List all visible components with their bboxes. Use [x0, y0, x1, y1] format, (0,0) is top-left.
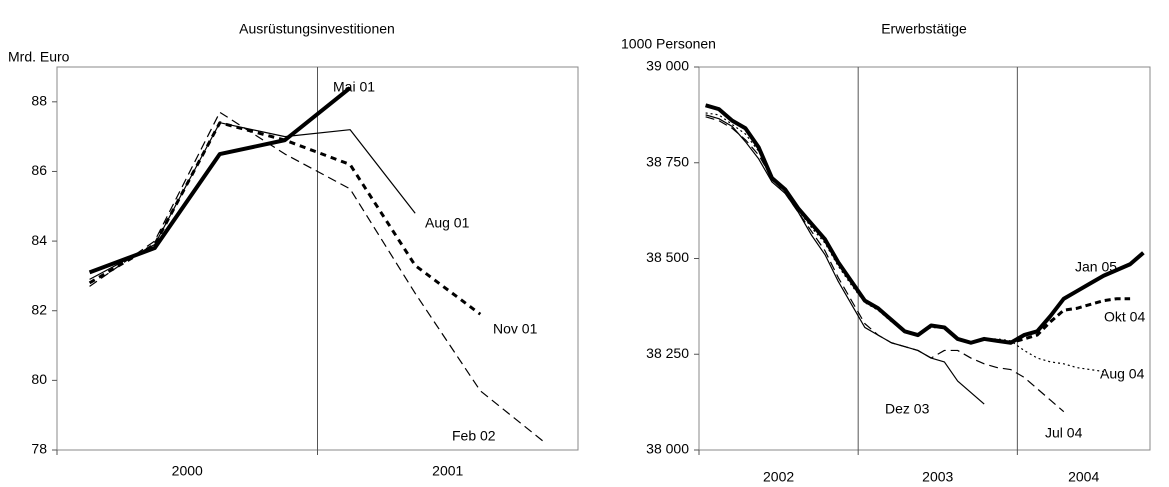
y-axis-label: 1000 Personen	[621, 36, 716, 52]
series-line	[89, 122, 416, 280]
y-tick-label: 38 000	[646, 441, 689, 457]
series-label: Nov 01	[493, 321, 538, 337]
y-tick-label: 86	[31, 162, 47, 178]
y-axis-label: Mrd. Euro	[8, 49, 70, 65]
series-label: Aug 04	[1100, 366, 1145, 382]
x-group-label: 2002	[763, 469, 794, 485]
y-tick-label: 82	[31, 301, 47, 317]
y-tick-label: 39 000	[646, 58, 689, 74]
x-group-label: 2003	[922, 469, 953, 485]
y-tick-label: 38 750	[646, 153, 689, 169]
series-line	[88, 121, 482, 316]
series-line	[88, 86, 352, 275]
series-label: Aug 01	[425, 215, 470, 231]
series-line	[705, 103, 1131, 345]
x-group-label: 2001	[432, 463, 463, 479]
series-line	[705, 114, 985, 405]
x-group-label: 2000	[172, 463, 203, 479]
x-group-label: 2004	[1068, 469, 1099, 485]
y-tick-label: 80	[31, 371, 47, 387]
series-line	[705, 116, 1065, 413]
y-tick-label: 38 500	[646, 249, 689, 265]
y-tick-label: 78	[31, 441, 47, 457]
series-label: Jan 05	[1075, 259, 1117, 275]
series-label: Feb 02	[452, 428, 496, 444]
series-label: Okt 04	[1104, 309, 1145, 325]
series-label: Mai 01	[333, 79, 375, 95]
y-tick-label: 84	[31, 232, 47, 248]
y-tick-label: 38 250	[646, 345, 689, 361]
chart-title: Erwerbstätige	[881, 21, 967, 37]
series-label: Dez 03	[885, 401, 930, 417]
y-tick-label: 88	[31, 93, 47, 109]
chart-title: Ausrüstungsinvestitionen	[239, 21, 395, 37]
series-line	[89, 111, 546, 444]
series-label: Jul 04	[1045, 425, 1083, 441]
